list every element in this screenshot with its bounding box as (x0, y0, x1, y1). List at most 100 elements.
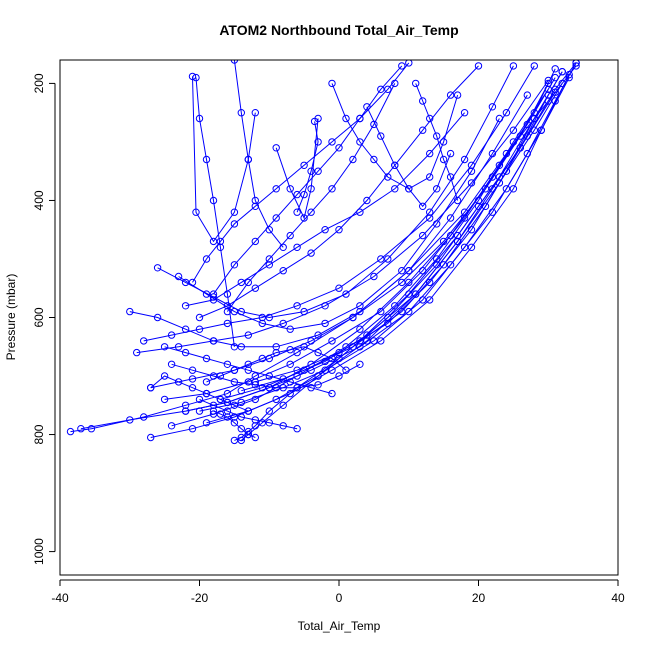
data-point (551, 65, 559, 73)
data-point (293, 384, 301, 392)
data-point (209, 337, 218, 345)
data-point (279, 401, 287, 409)
data-point (391, 79, 399, 88)
data-point (391, 185, 399, 193)
data-point (356, 360, 364, 368)
data-point (181, 302, 190, 310)
data-point (195, 325, 204, 333)
data-point (279, 243, 287, 252)
series-line (331, 83, 459, 190)
data-point (328, 79, 336, 88)
series-line (178, 118, 500, 330)
data-point (265, 261, 273, 269)
data-point (412, 290, 420, 298)
data-point (230, 401, 239, 409)
series-profile (167, 360, 364, 392)
data-point (377, 337, 385, 345)
data-point (272, 395, 280, 404)
data-point (140, 337, 148, 345)
series-line (164, 68, 556, 400)
data-point (405, 278, 413, 287)
data-point (572, 62, 580, 70)
series-profile (181, 60, 580, 415)
data-point (377, 85, 385, 94)
data-point (307, 384, 315, 392)
data-point (495, 173, 504, 181)
data-point (202, 255, 211, 263)
data-point (446, 91, 455, 99)
y-axis: 200 400 600 800 1000 (32, 73, 56, 565)
data-point (279, 267, 287, 275)
data-point (384, 255, 392, 263)
data-point (293, 208, 301, 216)
series-line (199, 65, 479, 318)
series-line (157, 65, 514, 319)
data-point (167, 331, 176, 339)
data-point (293, 190, 301, 199)
data-point (398, 62, 406, 70)
data-point (223, 360, 232, 368)
data-point (293, 302, 301, 310)
data-point (572, 60, 580, 67)
series-line (275, 118, 319, 220)
series-line (171, 363, 361, 389)
data-point (272, 343, 280, 351)
data-point (244, 378, 253, 386)
data-point (328, 389, 336, 398)
data-point (265, 313, 273, 322)
data-point (474, 202, 483, 211)
data-point (502, 185, 511, 193)
data-point (77, 425, 85, 433)
data-point (230, 436, 239, 445)
data-point (544, 79, 552, 88)
data-point (230, 366, 239, 374)
data-point (426, 149, 434, 158)
data-point (453, 91, 462, 99)
y-tick-label: 200 (32, 73, 46, 93)
data-point (363, 103, 371, 111)
data-point (433, 185, 441, 193)
data-point (349, 155, 357, 164)
data-point (181, 401, 190, 409)
data-point (216, 243, 225, 252)
data-point (286, 231, 294, 240)
data-point (453, 237, 462, 246)
series-profile (209, 407, 260, 442)
data-point (300, 307, 308, 316)
series-profile (192, 73, 239, 351)
data-point (314, 348, 322, 357)
data-point (209, 196, 218, 205)
data-point (209, 290, 218, 298)
data-point (446, 214, 455, 222)
data-point (467, 226, 476, 234)
data-point (251, 284, 260, 292)
data-point (258, 319, 266, 328)
data-point (272, 185, 280, 193)
data-point (321, 226, 329, 234)
data-point (384, 173, 392, 181)
series-line (233, 60, 284, 248)
data-point (230, 419, 239, 427)
data-point (398, 307, 406, 316)
data-point (356, 307, 364, 316)
data-point (209, 296, 218, 304)
data-point (202, 378, 211, 386)
data-point (509, 126, 518, 134)
data-point (265, 407, 273, 415)
data-point (251, 237, 260, 246)
data-point (202, 290, 211, 298)
data-point (237, 109, 246, 117)
data-point (202, 389, 211, 398)
data-point (230, 378, 239, 386)
plot-frame (59, 59, 619, 576)
data-point (286, 389, 294, 398)
x-axis: -40 -20 0 20 40 (51, 579, 625, 605)
chart-title: ATOM2 Northbound Total_Air_Temp (219, 22, 458, 38)
series-profile (412, 79, 462, 205)
data-point (209, 401, 218, 409)
data-point (223, 413, 232, 421)
series-line (415, 83, 459, 201)
series-line (226, 83, 396, 312)
data-point (192, 208, 200, 216)
series-line (136, 80, 549, 354)
